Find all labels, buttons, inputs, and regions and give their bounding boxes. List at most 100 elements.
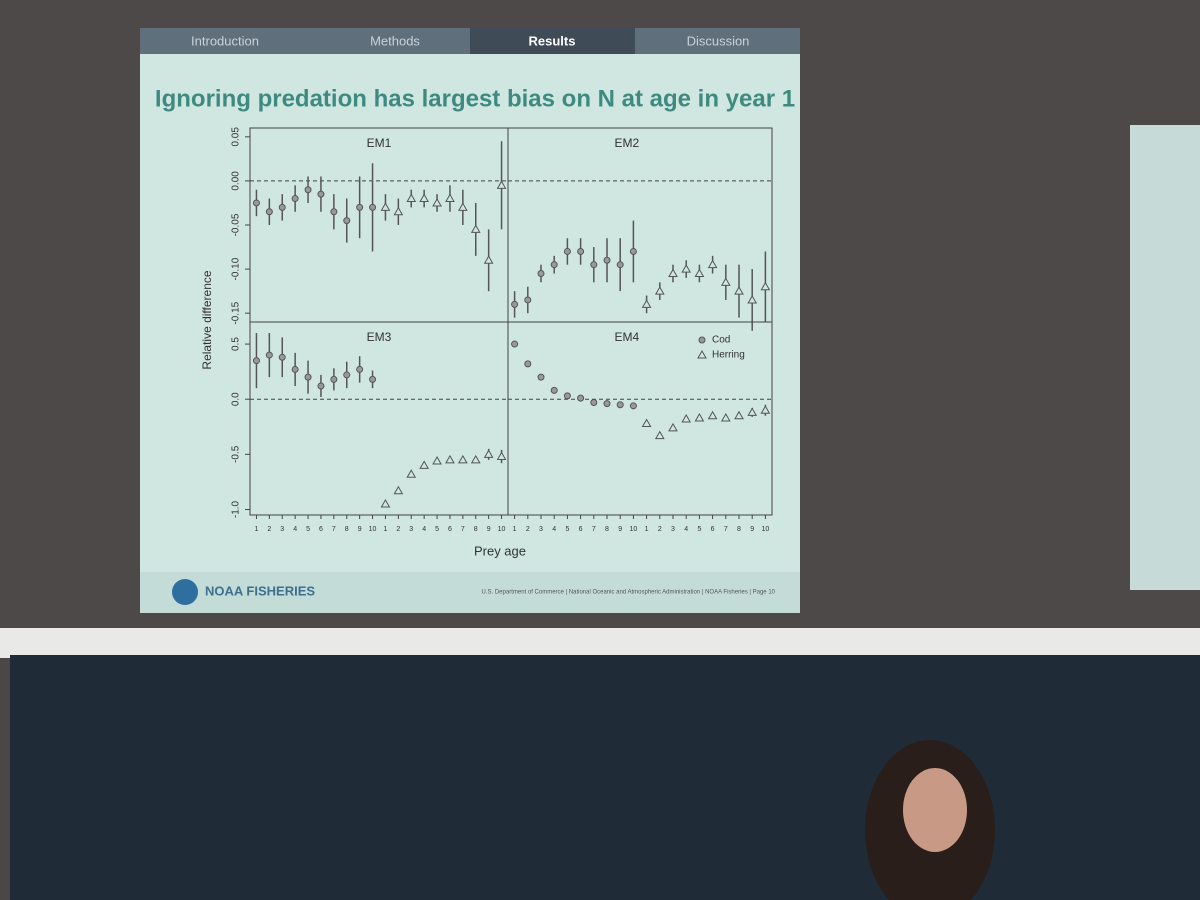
panel-title: EM2 <box>614 136 639 150</box>
x-tick-label: 2 <box>526 526 530 533</box>
plots: EM1-0.15-0.10-0.050.000.05 EM2EM3-1.0-0.5… <box>231 127 773 533</box>
legend-label: Cod <box>712 335 730 346</box>
point <box>393 485 404 495</box>
x-tick-label: 6 <box>711 526 715 533</box>
point <box>330 208 338 216</box>
point <box>252 357 260 365</box>
y-tick-label: -0.15 <box>231 301 242 324</box>
point <box>483 449 494 458</box>
x-tick-label: 4 <box>293 526 297 533</box>
x-tick-label: 1 <box>383 526 387 533</box>
point <box>537 373 545 381</box>
point <box>563 392 571 400</box>
footer-text: U.S. Department of Commerce | National O… <box>482 590 776 596</box>
y-tick-label: 0.00 <box>231 171 242 191</box>
point <box>641 299 652 308</box>
nav-tab: Discussion <box>687 33 750 48</box>
point <box>419 193 430 203</box>
x-tick-label: 8 <box>474 526 478 533</box>
x-tick-label: 4 <box>684 526 688 533</box>
point <box>304 373 312 381</box>
point <box>265 208 273 216</box>
point <box>343 371 351 379</box>
panel-title: EM1 <box>367 136 392 150</box>
point <box>511 300 519 308</box>
logo-icon <box>172 579 198 605</box>
panel-frame <box>507 321 773 516</box>
nav-tab: Results <box>529 33 576 48</box>
point <box>317 382 325 390</box>
x-tick-label: 1 <box>254 526 258 533</box>
point <box>537 270 545 277</box>
point <box>445 193 455 203</box>
point <box>616 261 624 269</box>
point <box>317 190 325 198</box>
point <box>707 259 718 269</box>
x-tick-label: 9 <box>750 526 754 533</box>
nav-tab: Introduction <box>191 33 259 48</box>
x-tick-label: 5 <box>435 526 439 533</box>
point <box>291 195 299 203</box>
panel-title: EM3 <box>367 330 392 344</box>
point <box>734 286 744 295</box>
point <box>747 294 758 304</box>
point <box>380 498 391 508</box>
point <box>380 202 391 211</box>
point <box>668 268 678 277</box>
point <box>590 261 598 269</box>
x-tick-label: 10 <box>369 526 377 533</box>
point <box>483 255 494 264</box>
board <box>10 655 1200 900</box>
point <box>720 412 731 422</box>
point <box>470 224 481 233</box>
point <box>577 247 585 255</box>
point <box>616 401 624 409</box>
point <box>629 247 637 255</box>
point <box>590 399 598 407</box>
x-tick-label: 7 <box>332 526 336 533</box>
x-tick-label: 4 <box>552 526 556 533</box>
point <box>760 281 771 291</box>
y-tick-label: -0.5 <box>231 445 242 463</box>
x-tick-label: 9 <box>358 526 362 533</box>
x-tick-label: 6 <box>319 526 323 533</box>
point <box>356 203 364 211</box>
point <box>252 199 260 207</box>
y-tick-label: 0.0 <box>231 392 242 406</box>
point <box>747 407 758 416</box>
point <box>577 394 585 402</box>
point <box>278 203 286 211</box>
x-tick-label: 2 <box>658 526 662 533</box>
point <box>524 296 532 304</box>
point <box>550 261 558 269</box>
point <box>511 340 519 348</box>
x-tick-label: 9 <box>487 526 491 533</box>
x-tick-label: 3 <box>539 526 543 533</box>
point <box>734 410 744 420</box>
point <box>720 277 731 286</box>
point <box>694 268 705 277</box>
point <box>445 454 455 464</box>
legend-marker <box>697 349 707 359</box>
x-tick-label: 7 <box>724 526 728 533</box>
logo-text: NOAA FISHERIES <box>205 583 315 598</box>
point <box>419 460 430 469</box>
x-tick-label: 3 <box>671 526 675 533</box>
y-tick-label: 0.5 <box>231 337 242 351</box>
x-tick-label: 10 <box>498 526 506 533</box>
y-tick-label: -0.10 <box>231 257 242 280</box>
x-tick-label: 8 <box>605 526 609 533</box>
person-face <box>903 768 967 852</box>
point <box>603 256 611 264</box>
y-tick-label: 0.05 <box>231 127 242 147</box>
x-tick-label: 8 <box>737 526 741 533</box>
x-tick-label: 10 <box>762 526 770 533</box>
point <box>524 360 532 368</box>
x-tick-label: 5 <box>565 526 569 533</box>
point <box>470 454 481 464</box>
x-tick-label: 5 <box>697 526 701 533</box>
y-tick-label: -0.05 <box>231 213 242 236</box>
x-tick-label: 3 <box>409 526 413 533</box>
point <box>629 402 637 410</box>
